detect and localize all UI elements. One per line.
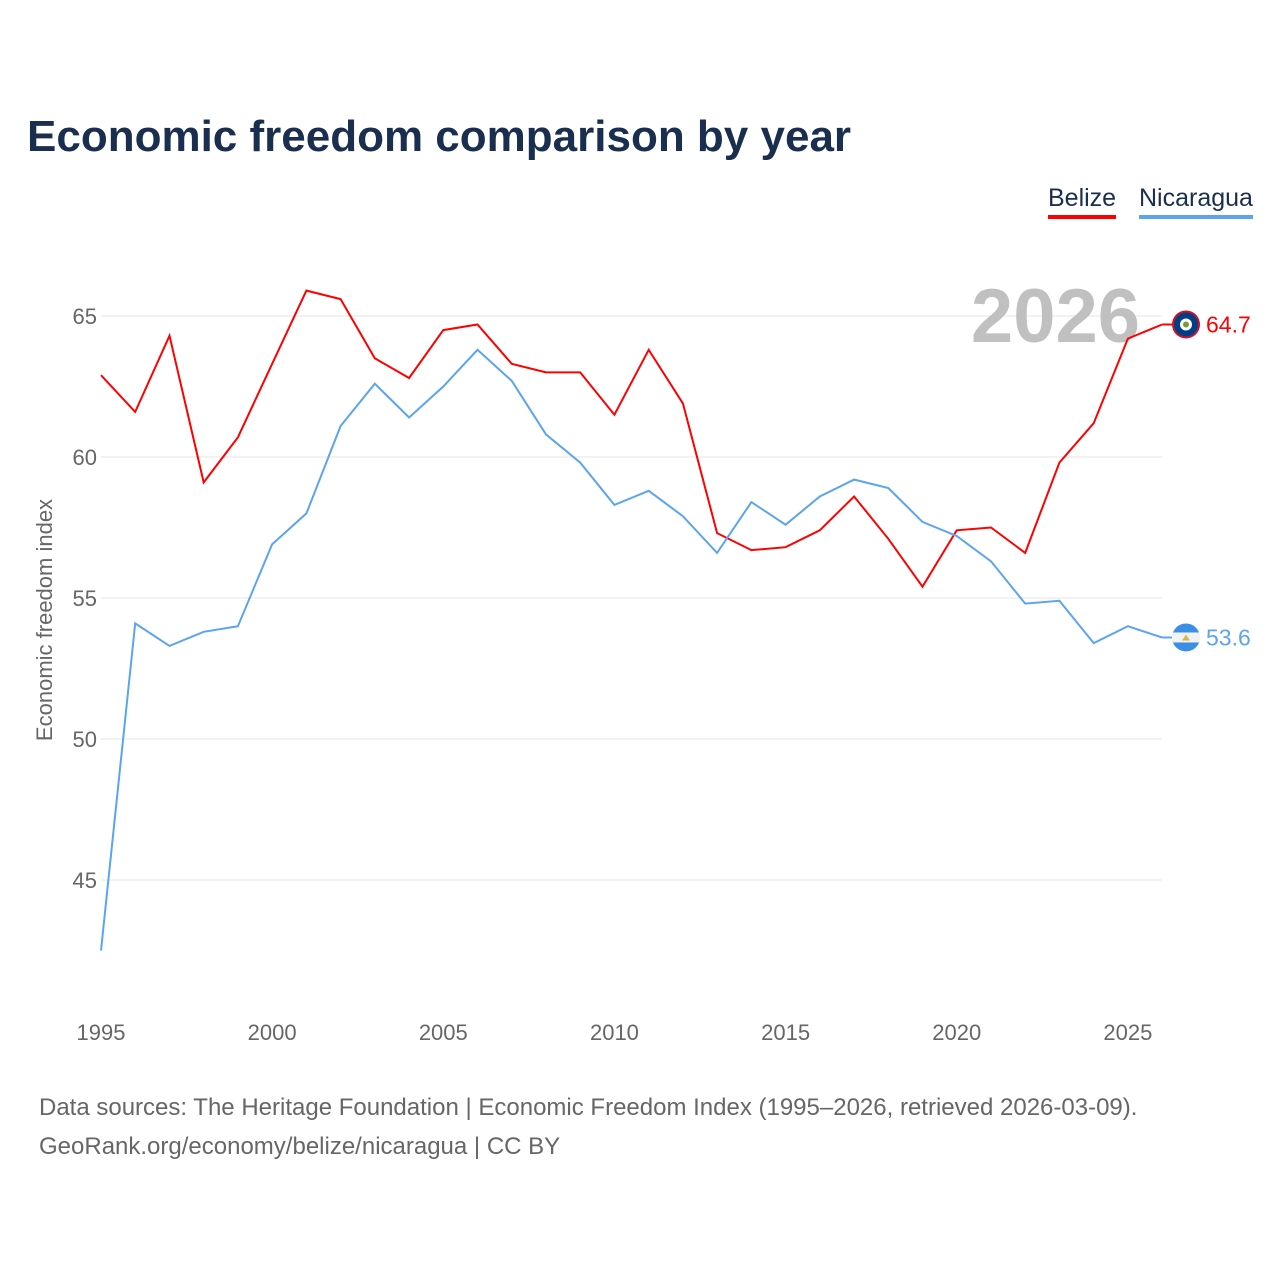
legend-nicaragua[interactable]: Nicaragua bbox=[1139, 184, 1253, 219]
end-value-label: 64.7 bbox=[1206, 311, 1251, 337]
chart-title: Economic freedom comparison by year bbox=[27, 112, 852, 161]
footer-link[interactable]: GeoRank.org/economy/belize/nicaragua | C… bbox=[39, 1133, 561, 1160]
flag-icon-nicaragua bbox=[1172, 623, 1200, 652]
y-tick-label: 45 bbox=[73, 868, 97, 893]
x-tick-label: 1995 bbox=[77, 1020, 126, 1045]
footer: Data sources: The Heritage Foundation | … bbox=[39, 1088, 1137, 1166]
x-tick-label: 2020 bbox=[932, 1020, 981, 1045]
x-tick-label: 2005 bbox=[419, 1020, 468, 1045]
y-tick-label: 60 bbox=[73, 445, 97, 470]
y-tick-label: 65 bbox=[73, 304, 97, 329]
x-tick-label: 2010 bbox=[590, 1020, 639, 1045]
flag-icon-belize bbox=[1172, 310, 1200, 339]
series-line-belize bbox=[100, 289, 1163, 589]
y-axis-label: Economic freedom index bbox=[32, 499, 57, 741]
x-tick-label: 2025 bbox=[1103, 1020, 1152, 1045]
y-tick-label: 55 bbox=[73, 586, 97, 611]
series-line-nicaragua bbox=[100, 348, 1163, 951]
legend-belize[interactable]: Belize bbox=[1048, 184, 1117, 219]
x-tick-label: 2000 bbox=[248, 1020, 297, 1045]
y-tick-label: 50 bbox=[73, 727, 97, 752]
footer-sources: Data sources: The Heritage Foundation | … bbox=[39, 1094, 1138, 1121]
x-tick-label: 2015 bbox=[761, 1020, 810, 1045]
end-value-label: 53.6 bbox=[1206, 624, 1251, 650]
year-watermark: 2026 bbox=[971, 274, 1140, 359]
